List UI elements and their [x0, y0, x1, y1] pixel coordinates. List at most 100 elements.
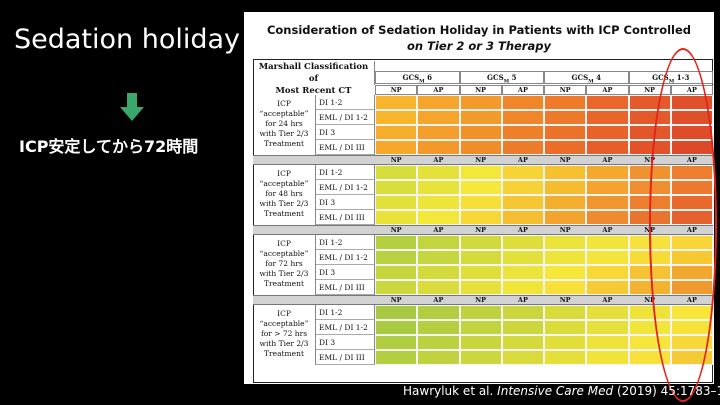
gcs-value: 6 — [424, 73, 432, 82]
heat-cell — [501, 235, 544, 250]
subcolumn-header-ap: AP — [517, 156, 528, 164]
heat-cell — [501, 195, 544, 210]
citation-details: (2019) 45:1783–1794 — [616, 384, 720, 398]
heat-cell — [417, 350, 460, 365]
heat-cell — [586, 350, 629, 365]
subcolumn-header-np: NP — [390, 296, 402, 304]
gcs-column-header: GCSM 4 — [544, 71, 629, 84]
heat-cell — [501, 95, 544, 110]
subcolumn-header-np: NP — [559, 296, 571, 304]
subcolumn-header-np: NP — [475, 226, 487, 234]
row-label: EML / DI III — [316, 280, 375, 295]
group-label-line: “acceptable” — [259, 179, 309, 188]
heat-cell — [544, 165, 587, 180]
heat-cell — [417, 110, 460, 125]
heat-cell — [544, 305, 587, 320]
heat-cell — [586, 335, 629, 350]
heat-cell — [586, 250, 629, 265]
group-label: ICP “acceptable” for 72 hrs with Tier 2/3 Tr… — [253, 235, 316, 295]
group-label: ICP “acceptable” for 48 hrs with Tier 2/3 Tr… — [253, 165, 316, 225]
heat-cell — [501, 140, 544, 155]
subcolumn-header-np: NP — [459, 85, 502, 95]
heat-cell — [544, 335, 587, 350]
heat-cell — [417, 320, 460, 335]
group-label-line: “acceptable” — [259, 109, 309, 118]
heat-cell — [501, 125, 544, 140]
subcolumn-header-np: NP — [375, 85, 418, 95]
heat-cell — [586, 95, 629, 110]
heat-cell — [459, 95, 502, 110]
subcolumn-header-ap: AP — [417, 85, 460, 95]
gcs-label: GCS — [487, 73, 504, 82]
heat-cell — [375, 250, 418, 265]
heat-cell — [544, 250, 587, 265]
subcolumn-header-ap: AP — [433, 226, 444, 234]
heat-cell — [375, 195, 418, 210]
row-label: DI 3 — [316, 335, 375, 350]
heat-cell — [586, 305, 629, 320]
subcolumn-header-ap: AP — [602, 296, 613, 304]
note-text: ICP安定してから72時間 — [19, 137, 199, 156]
heat-cell — [375, 265, 418, 280]
heat-cell — [417, 335, 460, 350]
row-label: DI 3 — [316, 265, 375, 280]
group-label-line: ICP — [277, 239, 291, 248]
subcolumn-header-ap: AP — [433, 296, 444, 304]
heat-cell — [375, 125, 418, 140]
heat-cell — [417, 125, 460, 140]
gcs-subscript: M — [588, 78, 594, 85]
heat-cell — [459, 265, 502, 280]
heat-cell — [586, 165, 629, 180]
citation-journal: Intensive Care Med — [497, 384, 614, 398]
subcolumn-header-np: NP — [390, 226, 402, 234]
group-label-line: for 48 hrs — [265, 189, 303, 198]
heat-cell — [375, 110, 418, 125]
gcs-label: GCS — [652, 73, 669, 82]
group-label-line: “acceptable” — [259, 249, 309, 258]
gcs-column-header: GCSM 5 — [459, 71, 544, 84]
group-label-line: Treatment — [264, 209, 304, 218]
row-label: EML / DI 1-2 — [316, 110, 375, 125]
heat-cell — [501, 305, 544, 320]
heat-cell — [375, 210, 418, 225]
heat-cell — [501, 165, 544, 180]
subcolumn-header-ap: AP — [501, 85, 544, 95]
group-label: ICP “acceptable” for > 72 hrs with Tier 2/3… — [253, 305, 316, 365]
heat-cell — [501, 280, 544, 295]
heat-cell — [459, 210, 502, 225]
heat-cell — [459, 195, 502, 210]
row-label: EML / DI III — [316, 210, 375, 225]
heat-cell — [417, 180, 460, 195]
heat-cell — [586, 210, 629, 225]
heat-cell — [544, 280, 587, 295]
heat-cell — [417, 265, 460, 280]
citation-authors: Hawryluk et al. — [403, 384, 494, 398]
heat-cell — [375, 180, 418, 195]
heat-cell — [417, 210, 460, 225]
heat-cell — [459, 350, 502, 365]
heat-cell — [586, 140, 629, 155]
heat-cell — [459, 110, 502, 125]
group-label: ICP “acceptable” for 24 hrs with Tier 2/3 Tr… — [253, 95, 316, 155]
row-label: DI 1-2 — [316, 235, 375, 250]
heat-cell — [586, 235, 629, 250]
subcolumn-header-np: NP — [644, 296, 656, 304]
heat-cell — [375, 320, 418, 335]
heat-cell — [459, 140, 502, 155]
group-label-line: ICP — [277, 169, 291, 178]
heat-cell — [459, 335, 502, 350]
group-label-line: Treatment — [264, 139, 304, 148]
heat-cell — [417, 235, 460, 250]
heat-cell — [544, 125, 587, 140]
heat-cell — [501, 110, 544, 125]
gcs-label: GCS — [402, 73, 420, 82]
heat-cell — [544, 235, 587, 250]
group-label-line: for 72 hrs — [265, 259, 303, 268]
corner-label-line-1: Marshall Classification of — [258, 62, 369, 84]
heat-cell — [586, 265, 629, 280]
heat-cell — [501, 335, 544, 350]
heat-cell — [544, 350, 587, 365]
heat-cell — [459, 180, 502, 195]
subcolumn-header-np: NP — [544, 85, 587, 95]
heat-cell — [544, 210, 587, 225]
